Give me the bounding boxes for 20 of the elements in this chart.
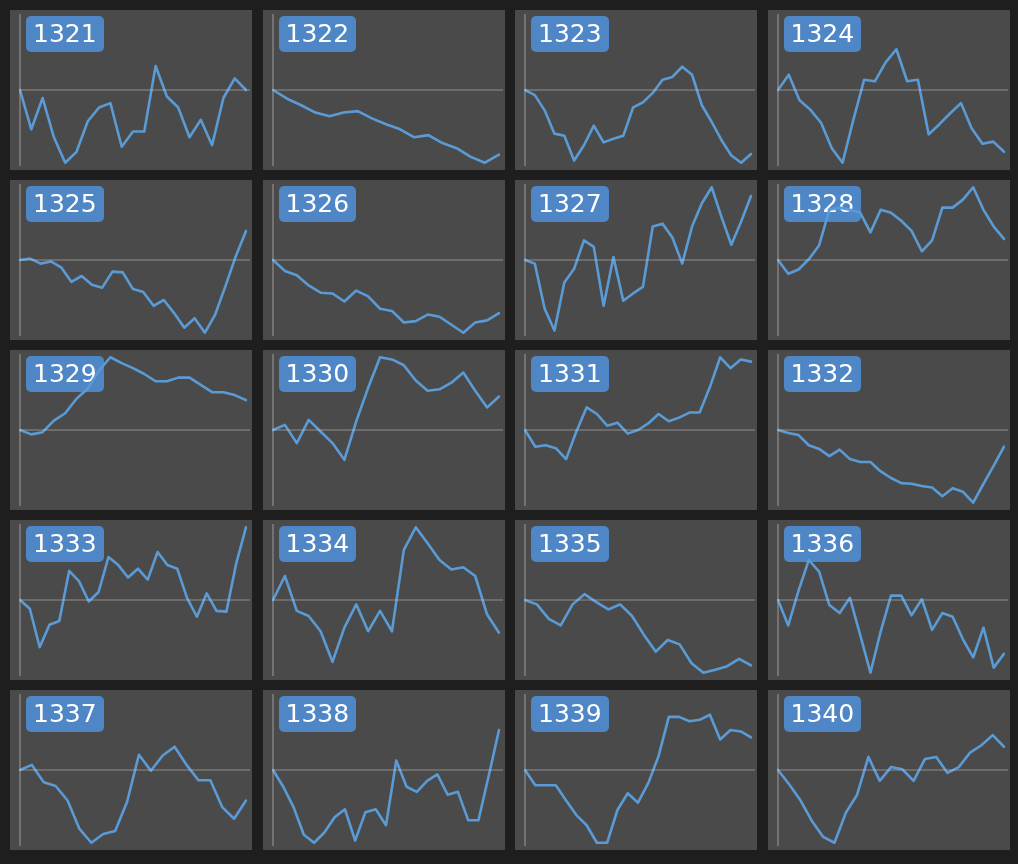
chart-title: 1329 xyxy=(26,356,104,392)
chart-title: 1331 xyxy=(531,356,609,392)
chart-title: 1323 xyxy=(531,16,609,52)
chart-title: 1340 xyxy=(783,696,862,732)
chart-title: 1336 xyxy=(783,526,862,562)
chart-title: 1334 xyxy=(278,526,357,562)
chart-title: 1338 xyxy=(278,696,357,732)
chart-title: 1322 xyxy=(278,16,357,52)
chart-title: 1325 xyxy=(26,186,104,222)
chart-title: 1330 xyxy=(278,356,357,392)
chart-title: 1326 xyxy=(278,186,357,222)
chart-title: 1328 xyxy=(783,186,862,222)
chart-title: 1327 xyxy=(531,186,609,222)
chart-title: 1339 xyxy=(531,696,609,732)
chart-title: 1335 xyxy=(531,526,609,562)
chart-title: 1332 xyxy=(783,356,862,392)
chart-title: 1337 xyxy=(26,696,104,732)
chart-title: 1321 xyxy=(26,16,104,52)
chart-title: 1333 xyxy=(26,526,104,562)
chart-title: 1324 xyxy=(783,16,862,52)
